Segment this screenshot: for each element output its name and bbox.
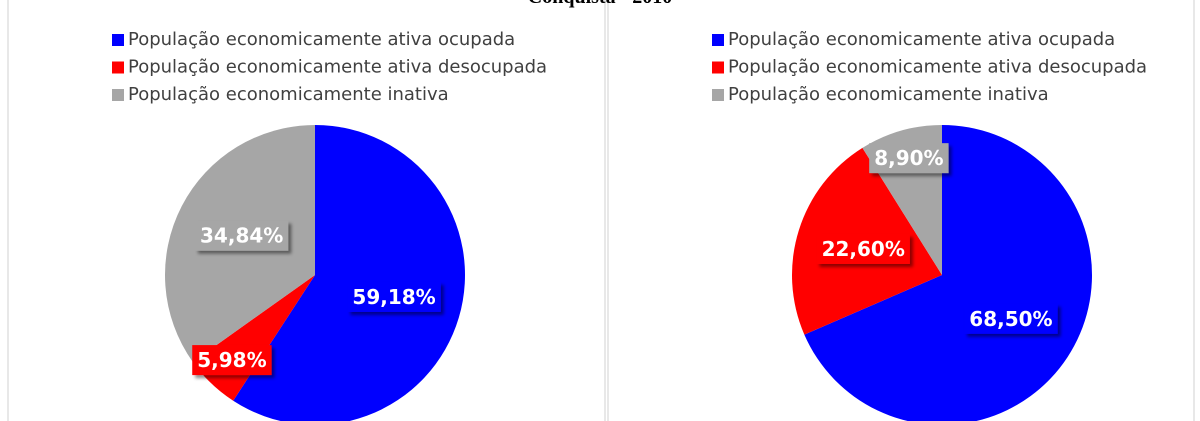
legend-swatch: [712, 34, 724, 46]
value-label: 34,84%: [200, 224, 283, 248]
value-label-box: [869, 143, 949, 174]
value-label-box: [964, 303, 1058, 334]
value-label-box: [347, 281, 441, 312]
legend-label: População economicamente inativa: [128, 84, 449, 105]
value-label: 22,60%: [822, 237, 905, 261]
legend-label: População economicamente ativa ocupada: [128, 29, 515, 50]
pie-slice: [233, 125, 465, 421]
legend-label: População economicamente inativa: [728, 84, 1049, 105]
legend-swatch: [112, 89, 124, 101]
legend-swatch: [712, 61, 724, 74]
legend-label: População economicamente ativa desocupad…: [728, 57, 1147, 78]
legend-swatch: [112, 34, 124, 46]
figure-title: Conquista - 2010: [528, 0, 672, 8]
value-label: 8,90%: [874, 146, 943, 170]
pie-slice: [804, 125, 1092, 421]
value-label: 5,98%: [197, 348, 266, 372]
legend-swatch: [712, 89, 724, 101]
value-label-box: [816, 233, 910, 264]
value-label: 68,50%: [969, 307, 1052, 331]
legend-label: População economicamente ativa ocupada: [728, 29, 1115, 50]
legend-swatch: [112, 61, 124, 74]
value-label-box: [192, 345, 272, 376]
value-label-box: [195, 220, 289, 251]
value-label: 59,18%: [352, 285, 435, 309]
legend-label: População economicamente ativa desocupad…: [128, 57, 547, 78]
